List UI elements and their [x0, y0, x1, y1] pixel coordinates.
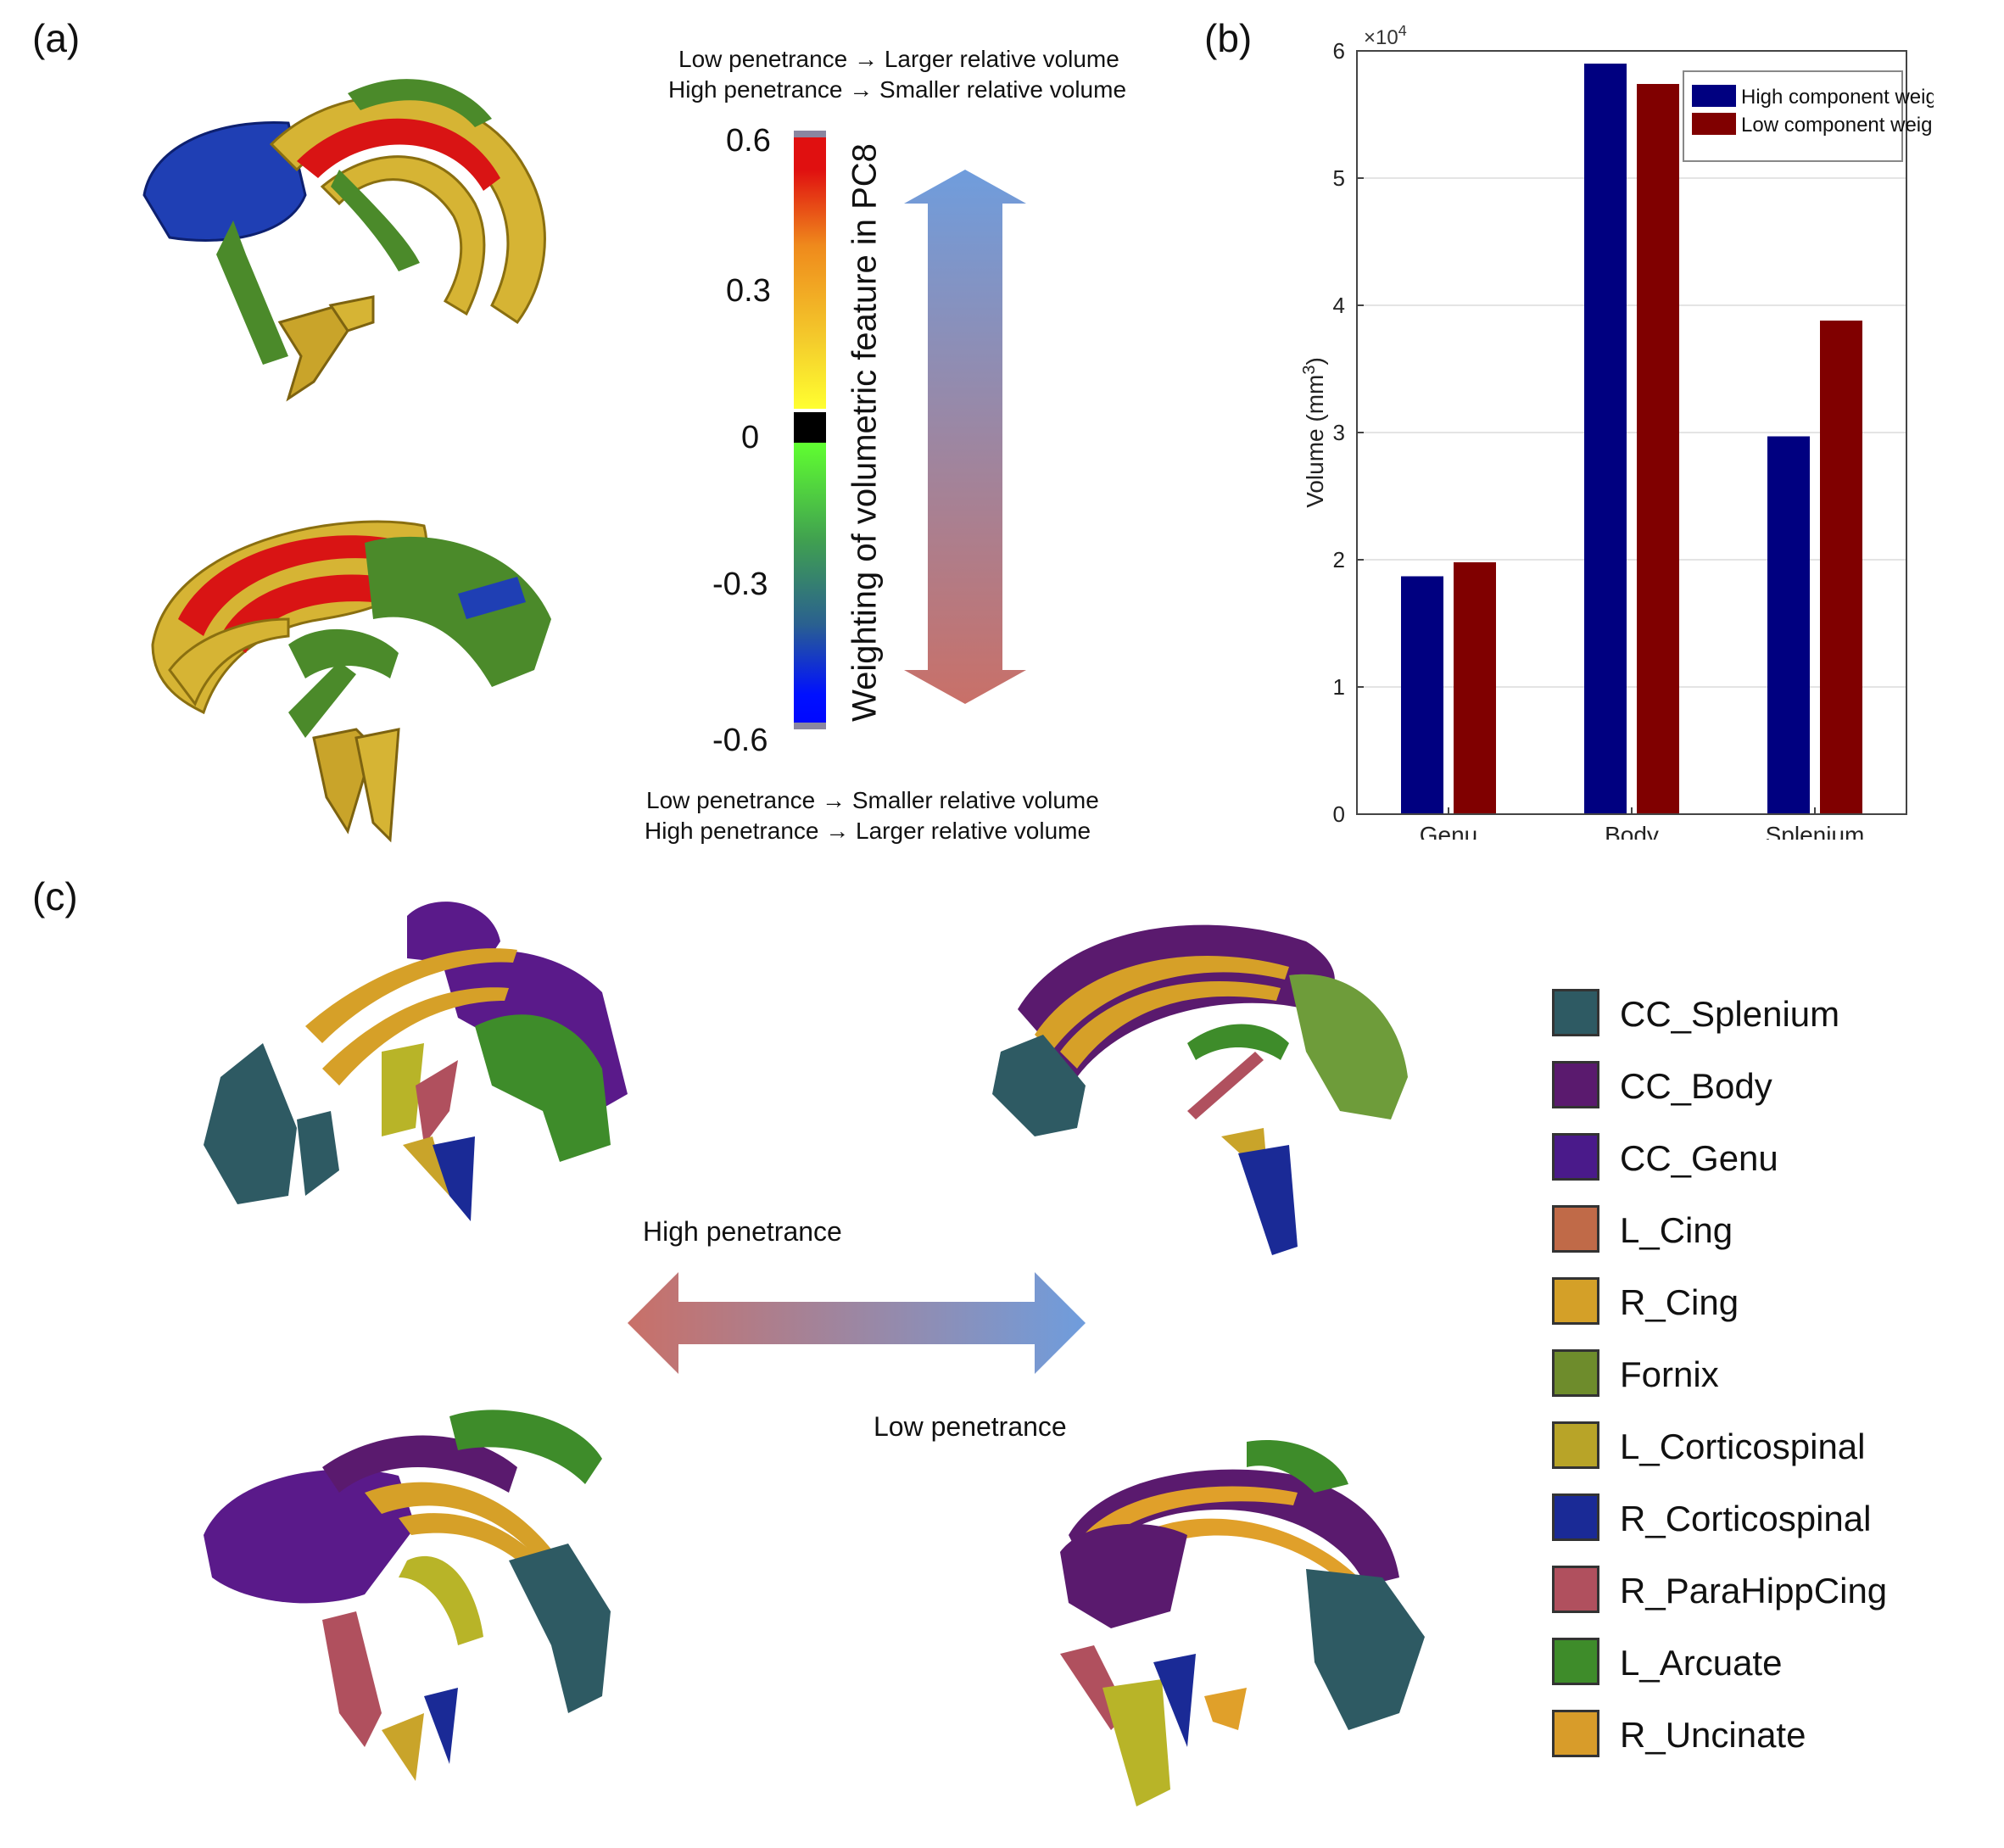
colorbar-title: Weighting of volumetric feature in PC8: [846, 143, 884, 722]
legend-label: CC_Body: [1620, 1066, 1772, 1106]
panel-a-colorbar: [794, 131, 1026, 729]
bar-genu-low: [1454, 562, 1496, 814]
panel-c-render-high-top: [204, 902, 628, 1221]
legend-item-l-corticospinal: L_Corticospinal: [1552, 1421, 1891, 1472]
legend-item-l-cing: L_Cing: [1552, 1205, 1891, 1256]
legend-label: L_Arcuate: [1620, 1643, 1783, 1683]
bar-splenium-low: [1820, 321, 1862, 814]
y-tick-label: 5: [1333, 165, 1345, 191]
legend-swatch: [1552, 1061, 1599, 1108]
colorbar-tick-neg0.3: -0.3: [712, 567, 768, 602]
legend-swatch: [1552, 1493, 1599, 1541]
legend-swatch: [1552, 1566, 1599, 1613]
legend-label: L_Cing: [1620, 1210, 1733, 1250]
legend-swatch-high: [1692, 85, 1736, 107]
y-tick-label: 3: [1333, 420, 1345, 445]
colorbar-tick-neg0.6: -0.6: [712, 723, 768, 758]
legend-item-cc-body: CC_Body: [1552, 1061, 1891, 1112]
legend-item-fornix: Fornix: [1552, 1349, 1891, 1400]
y-axis-label: Volume (mm3): [1300, 357, 1328, 508]
panel-a-top-caption-1: Low penetrance → Larger relative volume: [678, 46, 1119, 72]
chart-axes-box: [1356, 50, 1907, 815]
panel-c-render-low-top: [992, 924, 1408, 1255]
legend-label: R_Uncinate: [1620, 1715, 1806, 1755]
bar-genu-high: [1401, 576, 1443, 814]
colorbar-tick-0: 0: [741, 420, 760, 455]
legend-label: L_Corticospinal: [1620, 1426, 1866, 1466]
legend-item-r-corticospinal: R_Corticospinal: [1552, 1493, 1891, 1544]
x-tick-label: Splenium: [1766, 822, 1865, 840]
y-tick-label: 1: [1333, 674, 1345, 700]
legend-swatch: [1552, 1205, 1599, 1253]
legend-swatch: [1552, 1349, 1599, 1397]
bar-splenium-high: [1767, 436, 1810, 814]
panel-c-render-low-bottom: [1060, 1440, 1425, 1806]
legend-label: R_Cing: [1620, 1282, 1739, 1322]
legend-swatch: [1552, 1421, 1599, 1469]
panel-b-bar-chart: 0 1 2 3 4 5 6 Genu Body Splenium High component …: [1300, 25, 1934, 840]
legend-swatch: [1552, 989, 1599, 1036]
legend-item-cc-splenium: CC_Splenium: [1552, 989, 1891, 1040]
panel-a-top-caption-2: High penetrance → Smaller relative volum…: [668, 76, 1127, 103]
x-tick-label: Genu: [1420, 822, 1478, 840]
legend-swatch: [1552, 1277, 1599, 1325]
legend-item-r-cing: R_Cing: [1552, 1277, 1891, 1328]
colorbar-tick-0.3: 0.3: [726, 273, 771, 309]
y-tick-label: 6: [1333, 38, 1345, 64]
y-tick-label: 0: [1333, 801, 1345, 827]
legend-swatch: [1552, 1710, 1599, 1757]
panel-a-bottom-caption-2: High penetrance → Larger relative volume: [645, 818, 1091, 844]
colorbar-tick-0.6: 0.6: [726, 123, 771, 159]
y-tick-label: 2: [1333, 547, 1345, 572]
panel-c-double-arrow: [628, 1272, 1086, 1374]
legend-label-low: Low component weight: [1741, 114, 1934, 137]
x-tick-label: Body: [1605, 822, 1659, 840]
legend-item-l-arcuate: L_Arcuate: [1552, 1638, 1891, 1689]
panel-label-b: (b): [1204, 16, 1253, 60]
legend-label: CC_Genu: [1620, 1138, 1778, 1178]
legend-label: CC_Splenium: [1620, 994, 1840, 1034]
panel-c-legend: CC_Splenium CC_Body CC_Genu L_Cing R_Cing For…: [1552, 989, 1934, 1769]
legend-swatch: [1552, 1133, 1599, 1181]
legend-label: Fornix: [1620, 1354, 1719, 1394]
legend-swatch: [1552, 1638, 1599, 1685]
low-penetrance-label: Low penetrance: [874, 1411, 1067, 1442]
bar-body-low: [1637, 84, 1679, 814]
panel-label-a: (a): [32, 16, 81, 60]
panel-a-render-top: [142, 79, 546, 402]
legend-item-r-parahippcing: R_ParaHippCing: [1552, 1566, 1891, 1616]
chart-legend: High component weight Low component weig…: [1683, 70, 1934, 162]
panel-label-c: (c): [32, 874, 78, 918]
legend-item-r-uncinate: R_Uncinate: [1552, 1710, 1891, 1761]
legend-swatch-low: [1692, 113, 1736, 135]
legend-label-high: High component weight: [1741, 86, 1934, 109]
legend-label: R_ParaHippCing: [1620, 1571, 1888, 1611]
legend-label: R_Corticospinal: [1620, 1499, 1872, 1538]
y-multiplier: ×104: [1364, 25, 1407, 49]
high-penetrance-label: High penetrance: [643, 1216, 842, 1247]
panel-a-bottom-caption-1: Low penetrance → Smaller relative volume: [646, 787, 1099, 813]
legend-item-cc-genu: CC_Genu: [1552, 1133, 1891, 1184]
panel-c-render-high-bottom: [204, 1410, 611, 1781]
y-tick-label: 4: [1333, 293, 1345, 318]
panel-a-render-bottom: [151, 520, 551, 843]
bar-body-high: [1584, 64, 1627, 814]
